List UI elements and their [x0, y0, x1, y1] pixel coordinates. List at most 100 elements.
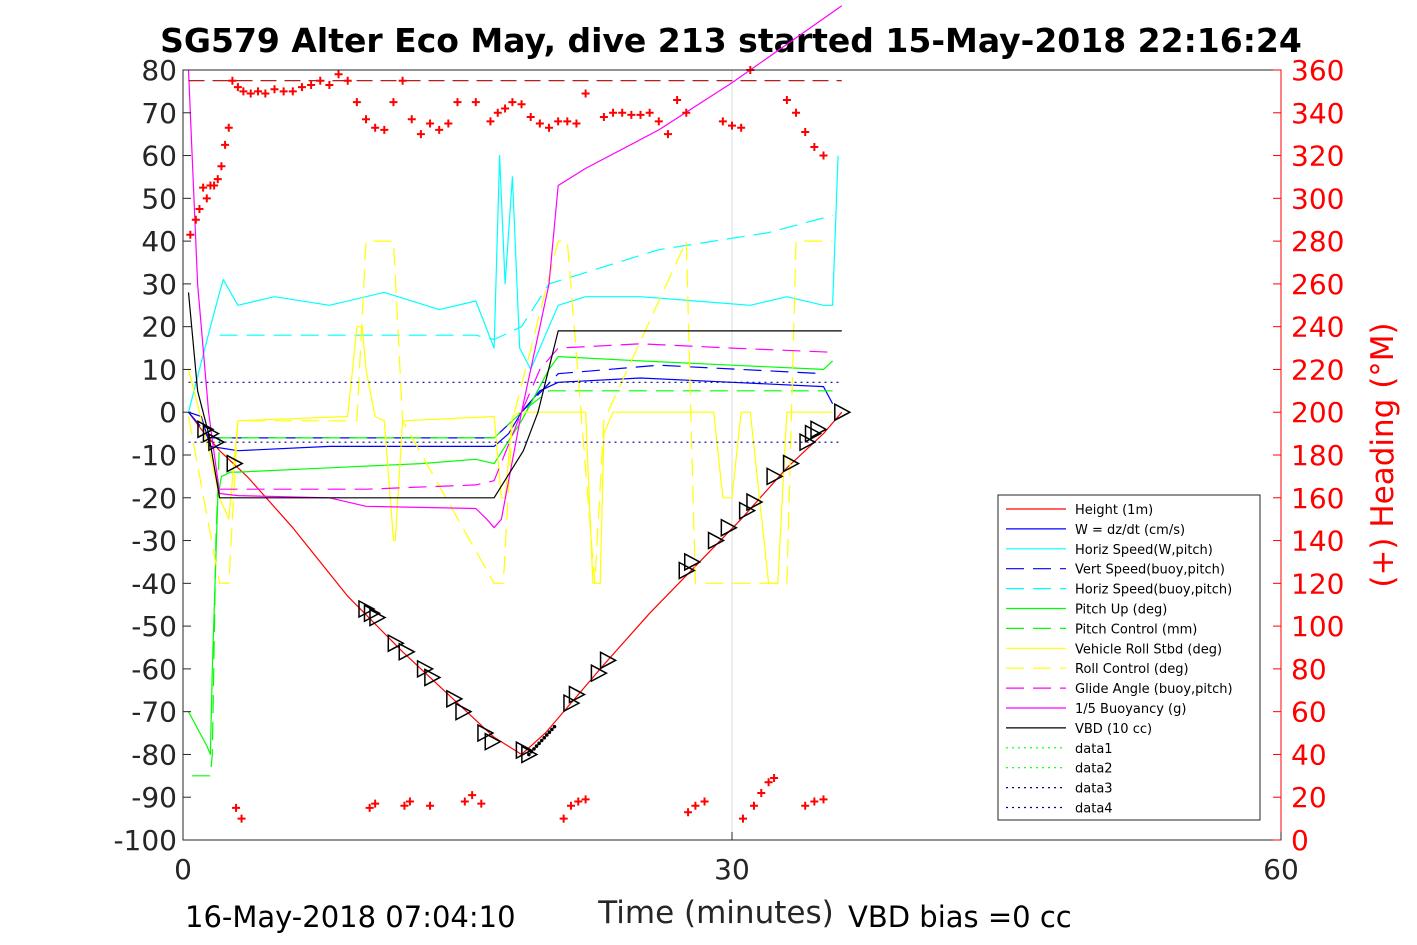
depth-triangle-marker [363, 604, 382, 623]
heading-point [239, 87, 248, 96]
right-tick-label: 60 [1291, 696, 1327, 729]
depth-triangle-marker [197, 420, 215, 439]
series-line-4 [219, 214, 833, 341]
heading-point [365, 803, 374, 812]
depth-triangle-marker [455, 702, 473, 721]
heading-point [407, 115, 416, 124]
left-tick-label: 20 [141, 311, 177, 344]
series-line-7 [187, 326, 833, 584]
heading-point [352, 98, 361, 107]
heading-point [199, 183, 208, 192]
right-tick-label: 340 [1291, 97, 1344, 130]
heading-point [233, 83, 242, 92]
heading-point [380, 125, 389, 134]
heading-point [191, 215, 200, 224]
heading-point [810, 143, 819, 151]
right-tick-label: 160 [1291, 482, 1344, 515]
legend-label: Vehicle Roll Stbd (deg) [1075, 642, 1222, 657]
heading-point [195, 205, 204, 214]
depth-triangle-marker [810, 420, 828, 439]
legend: Height (1m) W = dz/dt (cm/s) Horiz Speed(W… [997, 494, 1261, 821]
depth-sample-dot [550, 727, 554, 732]
legend-label: Pitch Up (deg) [1075, 603, 1167, 618]
depth-sample-dot [539, 738, 544, 743]
depth-triangle-marker [398, 642, 416, 662]
left-tick-label: -30 [131, 525, 177, 558]
left-tick-label: -20 [131, 482, 177, 515]
heading-point [468, 791, 477, 800]
left-tick-label: -40 [131, 567, 177, 600]
depth-sample-dot [534, 744, 539, 748]
heading-point [801, 128, 810, 137]
right-axis: 3603403203002802602402202001801601401201… [1273, 54, 1344, 857]
heading-point [334, 70, 343, 79]
heading-point [738, 814, 747, 823]
heading-point [477, 799, 486, 808]
series-line-11 [187, 292, 842, 499]
legend-label: data2 [1075, 762, 1113, 777]
heading-point [782, 95, 791, 104]
legend-label: Height (1m) [1075, 503, 1153, 518]
heading-point [566, 801, 575, 810]
heading-point [493, 108, 502, 117]
depth-triangle-marker [746, 492, 764, 512]
depth-triangle-marker [766, 467, 784, 486]
depth-sample-dot [545, 733, 549, 737]
depth-triangle-marker [424, 668, 442, 687]
heading-point [501, 104, 510, 113]
left-tick-label: -70 [131, 696, 177, 729]
heading-point [627, 110, 636, 119]
right-tick-label: 180 [1291, 439, 1344, 472]
legend-label: Vert Speed(buoy,pitch) [1075, 563, 1225, 578]
left-axis: 80 70 60 50 40 30 20 10 0 -10 -20 -30 -40 -50 -60 -70 -8… [113, 54, 191, 857]
left-tick-label: 60 [141, 140, 177, 173]
right-tick-label: 220 [1291, 353, 1344, 386]
legend-label: W = dz/dt (cm/s) [1075, 523, 1185, 538]
heading-point [559, 814, 568, 823]
depth-triangle-marker [484, 732, 502, 751]
depth-sample-dot [552, 724, 557, 729]
heading-point [279, 87, 288, 96]
depth-triangle-marker [358, 599, 376, 619]
heading-point [609, 108, 618, 117]
x-tick-label: 0 [174, 853, 192, 886]
heading-point [581, 89, 590, 98]
left-tick-label: 40 [141, 225, 177, 258]
depth-triangle-marker [515, 740, 533, 760]
depth-triangle-marker [590, 663, 609, 683]
depth-sample-dot [529, 749, 534, 754]
heading-point [517, 100, 526, 109]
legend-label: data1 [1075, 742, 1113, 757]
right-tick-label: 200 [1291, 396, 1344, 429]
depth-triangle-marker [226, 454, 244, 473]
heading-point [819, 795, 828, 804]
right-tick-label: 240 [1291, 311, 1344, 344]
heading-point [288, 87, 297, 96]
x-axis: 0 30 60 [174, 832, 1299, 886]
heading-point [728, 121, 736, 130]
depth-sample-dot [532, 747, 536, 751]
heading-point [810, 797, 819, 806]
series-line-8 [187, 240, 833, 584]
heading-point [297, 83, 306, 92]
heading-point [460, 797, 469, 806]
depth-triangle-marker [446, 689, 464, 709]
right-tick-label: 360 [1291, 54, 1344, 87]
depth-triangle-marker [387, 633, 405, 653]
heading-point [389, 98, 398, 107]
heading-point [221, 140, 230, 149]
depth-triangle-marker [369, 608, 387, 627]
heading-point [202, 194, 211, 203]
heading-point [261, 89, 270, 98]
x-tick-label: 60 [1263, 853, 1299, 886]
heading-point [270, 85, 279, 94]
heading-point [398, 76, 407, 85]
series-line-9 [219, 343, 833, 490]
legend-label: Glide Angle (buoy,pitch) [1075, 682, 1233, 697]
heading-point [526, 113, 535, 122]
heading-point [572, 119, 581, 128]
depth-triangle-marker [202, 424, 221, 443]
legend-label: Horiz Speed(buoy,pitch) [1075, 583, 1232, 598]
heading-point [254, 87, 263, 96]
